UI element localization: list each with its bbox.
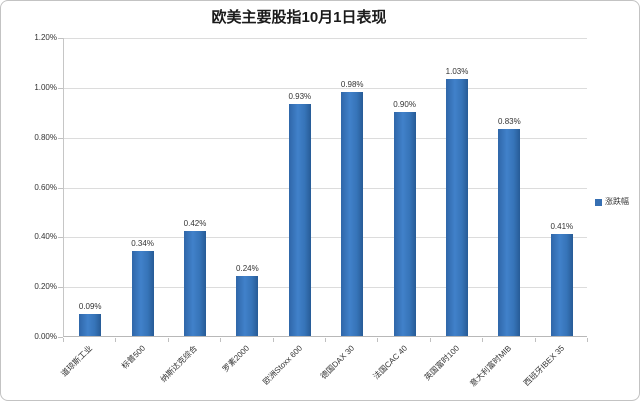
x-axis-tick-mark — [167, 338, 169, 342]
x-axis-tick-mark — [482, 338, 484, 342]
gridline — [64, 87, 587, 89]
bar-value-label: 0.24% — [236, 264, 259, 274]
bar-value-label: 1.03% — [445, 67, 469, 77]
bar-法国CAC 40 — [393, 111, 416, 336]
legend-series-label: 涨跌幅 — [605, 197, 629, 206]
bar-value-label: 0.41% — [550, 221, 574, 231]
bar-欧洲Stoxx 600 — [288, 104, 311, 336]
x-axis-tick-mark — [115, 338, 117, 342]
y-axis-tick-label: 0.20% — [34, 282, 57, 292]
bar-罗素2000 — [236, 276, 259, 336]
y-axis-tick-mark — [58, 287, 63, 289]
y-axis-tick-mark — [58, 137, 63, 139]
y-axis-tick-mark — [58, 337, 63, 338]
gridline — [64, 38, 587, 39]
bar-德国DAX 30 — [341, 91, 364, 336]
x-axis-tick-mark — [429, 338, 431, 342]
gridline — [64, 287, 587, 289]
y-axis-tick-label: 0.60% — [34, 182, 57, 192]
bar-西班牙IBEX 35 — [550, 233, 573, 336]
bar-value-label: 0.42% — [183, 219, 207, 229]
gridline — [64, 237, 587, 239]
y-axis-tick-mark — [58, 237, 63, 239]
x-axis-category-label: 道琼斯工业 — [59, 343, 95, 379]
bar-value-label: 0.93% — [288, 92, 312, 102]
y-axis-tick-mark — [58, 38, 63, 39]
y-axis-tick-mark — [58, 187, 63, 189]
y-axis-tick-label: 1.00% — [34, 82, 57, 92]
x-axis-tick-mark — [534, 338, 536, 342]
plot-area: 0.09% 0.34% 0.42% 0.24% 0.93% 0.98% 0.90% 1.03%… — [63, 38, 587, 337]
bar-英国富时100 — [446, 79, 468, 336]
legend-swatch-icon — [595, 198, 602, 206]
y-axis-tick-label: 1.20% — [34, 33, 57, 42]
x-axis-tick-mark — [587, 338, 588, 342]
bar-value-label: 0.34% — [131, 239, 154, 249]
legend: 涨跌幅 — [595, 197, 629, 207]
y-axis-tick-label: 0.40% — [34, 232, 57, 242]
y-axis-tick-label: 0.80% — [34, 132, 57, 142]
bar-纳斯达克综合 — [184, 231, 206, 336]
gridline — [64, 187, 587, 189]
bar-value-label: 0.09% — [78, 301, 102, 311]
x-axis-tick-mark — [220, 338, 222, 342]
x-axis-tick-mark — [63, 338, 64, 342]
y-axis-tick-mark — [58, 87, 63, 89]
bar-value-label: 0.98% — [340, 79, 364, 89]
bar-道琼斯工业 — [79, 313, 102, 336]
x-axis-tick-mark — [272, 338, 274, 342]
y-axis-tick-label: 0.00% — [34, 332, 57, 341]
bar-value-label: 0.83% — [498, 117, 521, 127]
bar-标普500 — [131, 251, 154, 336]
bar-value-label: 0.90% — [393, 99, 416, 109]
x-axis-tick-mark — [325, 338, 326, 342]
bar-意大利富时MIB — [498, 129, 521, 336]
chart-title: 欧美主要股指10月1日表现 — [211, 9, 387, 26]
gridline — [64, 137, 587, 139]
x-axis-tick-mark — [377, 338, 379, 342]
